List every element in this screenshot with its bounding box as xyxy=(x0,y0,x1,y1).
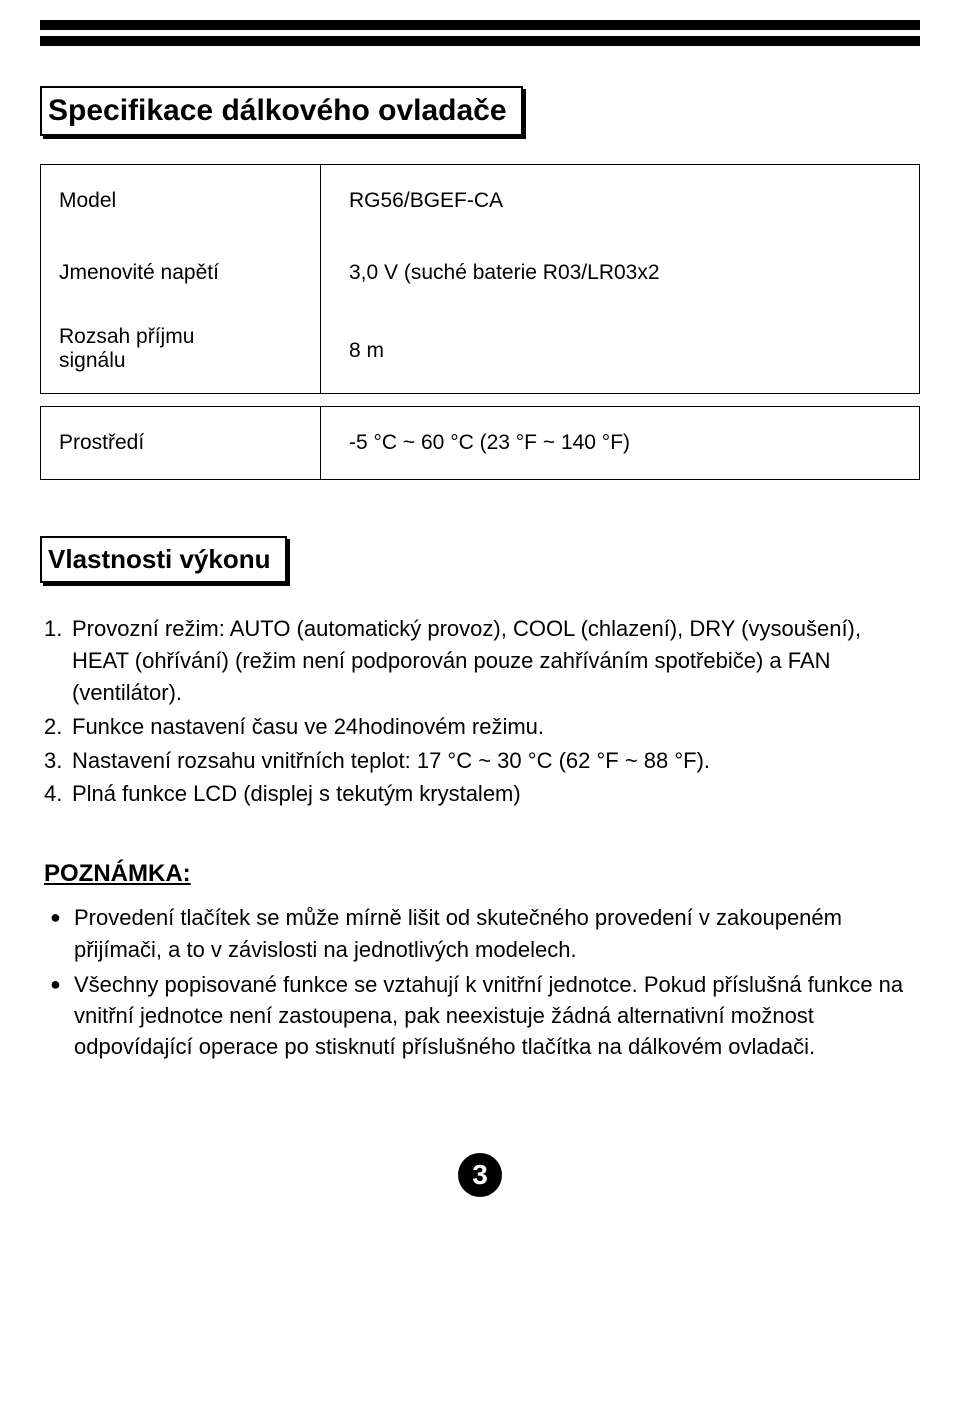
spec-row: Model RG56/BGEF-CA xyxy=(41,165,919,237)
spec-label: Prostředí xyxy=(41,407,321,479)
feature-number: 1. xyxy=(44,613,72,709)
spec-row: Jmenovité napětí 3,0 V (suché baterie R0… xyxy=(41,237,919,309)
bullet-icon: ● xyxy=(50,969,74,1063)
spec-value: 3,0 V (suché baterie R03/LR03x2 xyxy=(321,237,919,309)
note-item: ● Provedení tlačítek se může mírně lišit… xyxy=(50,902,920,964)
header-bar-1 xyxy=(40,20,920,30)
spec-table-1: Model RG56/BGEF-CA Jmenovité napětí 3,0 … xyxy=(40,164,920,394)
note-list: ● Provedení tlačítek se může mírně lišit… xyxy=(40,902,920,1062)
spec-heading: Specifikace dálkového ovladače xyxy=(48,94,507,127)
spec-label: Jmenovité napětí xyxy=(41,237,321,309)
spec-row: Prostředí -5 °C ~ 60 °C (23 °F ~ 140 °F) xyxy=(41,407,919,479)
spec-table-2: Prostředí -5 °C ~ 60 °C (23 °F ~ 140 °F) xyxy=(40,406,920,480)
page-number: 3 xyxy=(458,1153,502,1197)
feature-list: 1. Provozní režim: AUTO (automatický pro… xyxy=(40,613,920,810)
header-bar-2 xyxy=(40,36,920,46)
note-text: Provedení tlačítek se může mírně lišit o… xyxy=(74,902,920,964)
spec-label: Model xyxy=(41,165,321,237)
feature-item: 3. Nastavení rozsahu vnitřních teplot: 1… xyxy=(44,745,920,777)
bullet-icon: ● xyxy=(50,902,74,964)
feature-item: 2. Funkce nastavení času ve 24hodinovém … xyxy=(44,711,920,743)
note-item: ● Všechny popisované funkce se vztahují … xyxy=(50,969,920,1063)
features-heading-box: Vlastnosti výkonu xyxy=(40,536,287,583)
feature-item: 1. Provozní režim: AUTO (automatický pro… xyxy=(44,613,920,709)
spec-value: 8 m xyxy=(321,309,919,393)
spec-value: RG56/BGEF-CA xyxy=(321,165,919,237)
note-text: Všechny popisované funkce se vztahují k … xyxy=(74,969,920,1063)
feature-text: Plná funkce LCD (displej s tekutým kryst… xyxy=(72,778,920,810)
feature-number: 2. xyxy=(44,711,72,743)
features-heading: Vlastnosti výkonu xyxy=(48,544,271,574)
feature-item: 4. Plná funkce LCD (displej s tekutým kr… xyxy=(44,778,920,810)
feature-text: Nastavení rozsahu vnitřních teplot: 17 °… xyxy=(72,745,920,777)
spec-value: -5 °C ~ 60 °C (23 °F ~ 140 °F) xyxy=(321,407,919,479)
note-heading: POZNÁMKA: xyxy=(40,860,920,888)
page: Specifikace dálkového ovladače Model RG5… xyxy=(0,0,960,1257)
feature-text: Funkce nastavení času ve 24hodinovém rež… xyxy=(72,711,920,743)
spec-heading-box: Specifikace dálkového ovladače xyxy=(40,86,523,136)
feature-number: 4. xyxy=(44,778,72,810)
page-number-wrap: 3 xyxy=(40,1153,920,1197)
feature-text: Provozní režim: AUTO (automatický provoz… xyxy=(72,613,920,709)
spec-row: Rozsah příjmu signálu 8 m xyxy=(41,309,919,393)
header-bars xyxy=(40,0,920,46)
spec-label: Rozsah příjmu signálu xyxy=(41,309,321,393)
feature-number: 3. xyxy=(44,745,72,777)
